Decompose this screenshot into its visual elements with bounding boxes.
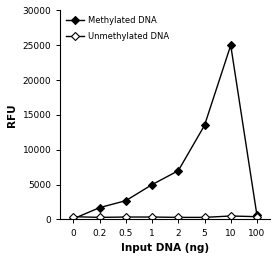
Methylated DNA [203,124,206,127]
Methylated DNA [98,206,101,209]
Methylated DNA [229,44,232,47]
Line: Methylated DNA: Methylated DNA [70,42,260,222]
Y-axis label: RFU: RFU [7,103,17,127]
Unmethylated DNA [124,216,127,219]
Unmethylated DNA [229,214,232,218]
Methylated DNA [124,199,127,202]
Unmethylated DNA [150,216,154,219]
Unmethylated DNA [255,215,259,218]
Unmethylated DNA [203,216,206,219]
Methylated DNA [150,183,154,186]
Methylated DNA [177,169,180,172]
X-axis label: Input DNA (ng): Input DNA (ng) [121,243,209,253]
Methylated DNA [255,214,259,217]
Unmethylated DNA [177,216,180,219]
Unmethylated DNA [98,216,101,219]
Unmethylated DNA [72,215,75,218]
Methylated DNA [72,217,75,220]
Line: Unmethylated DNA: Unmethylated DNA [70,213,260,220]
Legend: Methylated DNA, Unmethylated DNA: Methylated DNA, Unmethylated DNA [65,15,171,43]
